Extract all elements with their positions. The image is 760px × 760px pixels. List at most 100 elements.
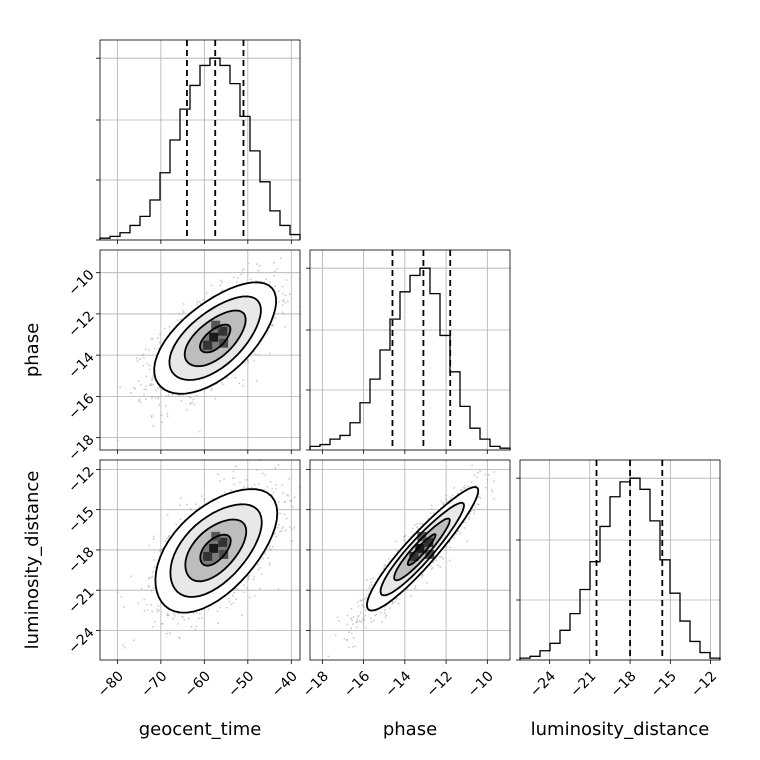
sample-point: [143, 393, 146, 396]
sample-point: [278, 500, 280, 503]
sample-point: [241, 614, 243, 616]
sample-point: [216, 610, 219, 613]
sample-point: [363, 619, 366, 621]
sample-point: [473, 474, 476, 476]
sample-point: [161, 548, 163, 551]
sample-point: [414, 587, 416, 590]
sample-point: [232, 470, 235, 473]
sample-point: [362, 616, 365, 619]
y-tick-label: −15: [65, 504, 97, 536]
sample-point: [289, 526, 291, 528]
sample-point: [158, 341, 161, 344]
x-axis-label-luminosity_distance: luminosity_distance: [531, 719, 710, 740]
sample-point: [281, 527, 284, 530]
sample-point: [254, 353, 257, 356]
sample-point: [233, 591, 236, 594]
sample-point: [150, 603, 153, 606]
sample-point: [166, 614, 169, 617]
sample-point: [242, 384, 245, 387]
panel-frame: [99, 39, 301, 241]
sample-point: [457, 530, 460, 533]
sample-point: [306, 257, 308, 259]
sample-point: [395, 597, 398, 600]
sample-point: [189, 396, 192, 399]
sample-point: [235, 598, 238, 601]
sample-point: [234, 376, 237, 379]
sample-point: [214, 397, 217, 400]
histogram-luminosity_distance: [519, 477, 721, 660]
sample-point: [259, 566, 262, 569]
density-cell: [218, 326, 228, 336]
sample-point: [368, 585, 371, 587]
sample-point: [357, 614, 360, 617]
sample-point: [179, 518, 182, 521]
sample-point: [435, 559, 438, 562]
sample-point: [192, 398, 195, 401]
sample-point: [150, 397, 153, 399]
sample-point: [459, 489, 462, 491]
sample-point: [477, 503, 479, 506]
sample-point: [247, 262, 250, 265]
sample-point: [178, 313, 181, 315]
sample-point: [116, 439, 119, 442]
sample-point: [264, 552, 266, 555]
sample-point: [355, 621, 358, 624]
x-tick-label: −10: [465, 668, 497, 700]
sample-point: [222, 383, 225, 386]
sample-point: [165, 395, 168, 398]
sample-point: [226, 377, 229, 380]
sample-point: [395, 540, 398, 543]
sample-point: [198, 617, 200, 620]
sample-point: [132, 639, 135, 642]
x-tick-label: −70: [138, 668, 170, 700]
sample-point: [168, 325, 171, 328]
sample-point: [122, 644, 124, 647]
sample-point: [493, 471, 496, 473]
sample-point: [181, 616, 184, 619]
sample-point: [146, 363, 149, 365]
sample-point: [375, 613, 378, 616]
sample-point: [357, 605, 360, 608]
sample-point: [246, 586, 248, 589]
sample-point: [269, 281, 271, 283]
sample-point: [362, 618, 365, 620]
sample-point: [180, 400, 183, 402]
x-tick-label: −18: [300, 668, 332, 700]
sample-point: [243, 584, 246, 587]
joint-panel-geocent_time-phase: [99, 249, 308, 451]
sample-point: [348, 631, 350, 634]
sample-point: [258, 354, 260, 356]
sample-point: [217, 473, 219, 476]
y-tick-label: −21: [65, 585, 97, 617]
sample-point: [384, 608, 386, 611]
sample-point: [269, 563, 271, 566]
x-tick-label: −12: [423, 668, 455, 700]
sample-point: [285, 279, 288, 281]
sample-point: [346, 614, 349, 617]
sample-point: [426, 582, 428, 584]
sample-point: [275, 535, 278, 538]
sample-point: [271, 323, 274, 326]
sample-point: [164, 540, 167, 543]
sample-point: [253, 595, 256, 597]
sample-point: [189, 402, 192, 405]
sample-point: [282, 299, 285, 302]
sample-point: [437, 564, 439, 567]
sample-point: [179, 504, 182, 507]
sample-point: [352, 646, 354, 648]
sample-point: [198, 301, 201, 303]
sample-point: [276, 268, 279, 270]
sample-point: [350, 627, 353, 629]
sample-point: [360, 599, 363, 602]
sample-point: [166, 413, 169, 415]
sample-point: [307, 493, 309, 495]
y-tick-label: −18: [65, 432, 97, 464]
sample-point: [149, 384, 151, 387]
density-cell: [424, 537, 434, 547]
sample-point: [274, 488, 277, 491]
sample-point: [350, 608, 353, 610]
density-cell: [218, 537, 228, 547]
sample-point: [346, 623, 349, 626]
sample-point: [151, 414, 153, 417]
sample-point: [343, 637, 346, 640]
